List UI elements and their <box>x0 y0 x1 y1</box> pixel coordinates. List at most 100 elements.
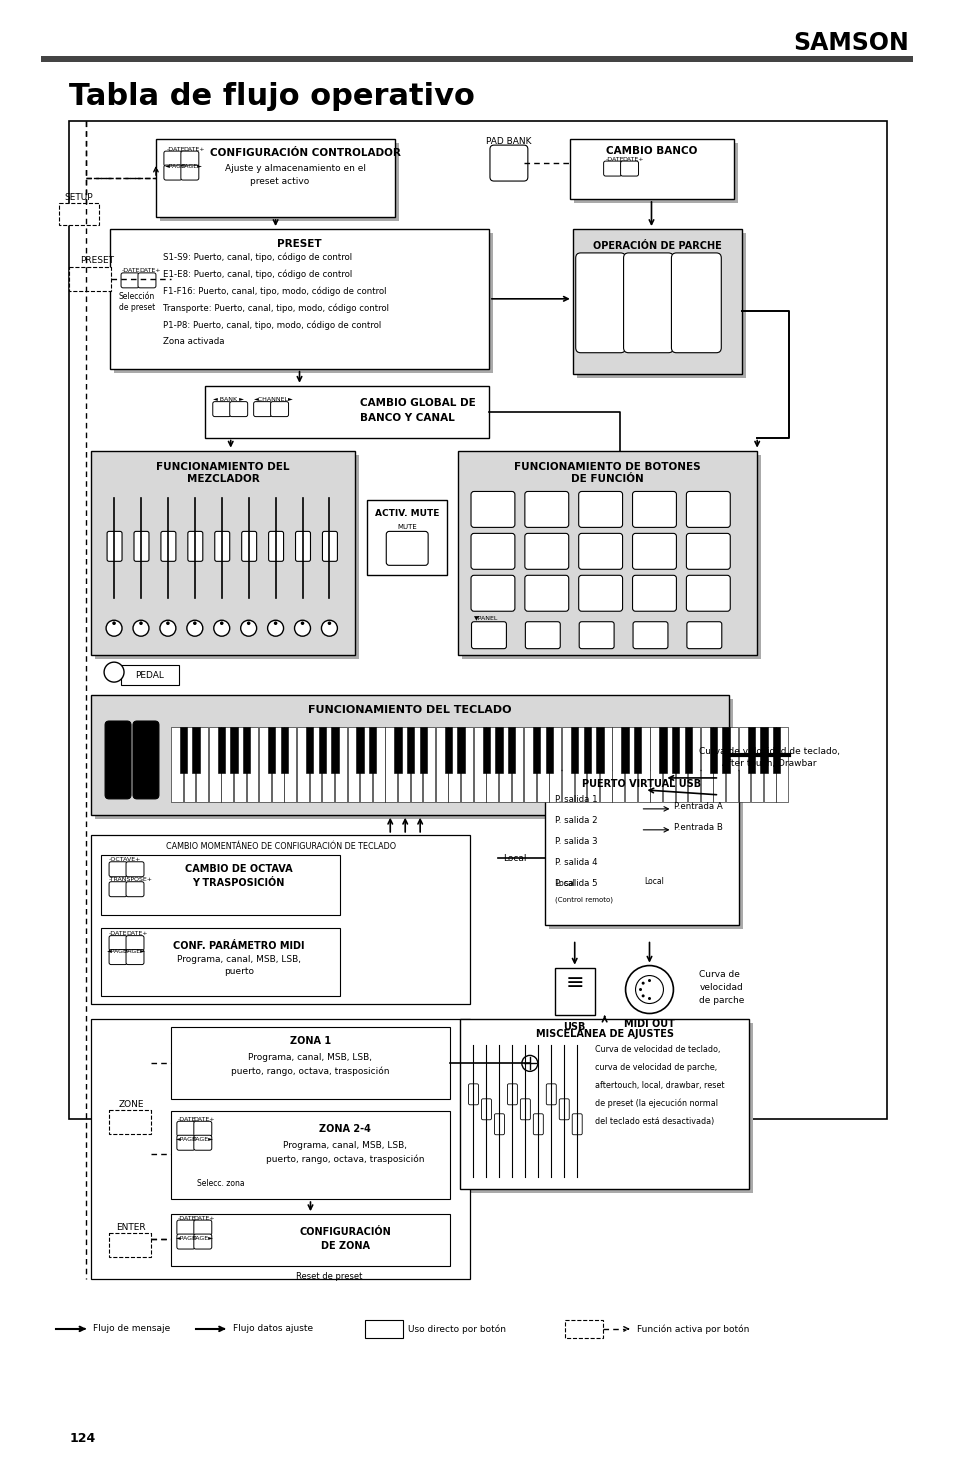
Bar <box>436 727 447 802</box>
FancyBboxPatch shape <box>164 165 182 180</box>
Text: ≡: ≡ <box>565 972 583 993</box>
Circle shape <box>641 982 644 985</box>
Text: Ajuste y almacenamiento en el: Ajuste y almacenamiento en el <box>225 164 366 173</box>
Bar <box>612 727 623 802</box>
Text: -DATE: -DATE <box>177 1117 196 1122</box>
Text: DATE+: DATE+ <box>622 156 643 162</box>
FancyBboxPatch shape <box>70 267 111 291</box>
Bar <box>687 727 700 802</box>
Text: DATE+: DATE+ <box>126 931 148 937</box>
Bar <box>444 727 452 773</box>
Text: Zona activada: Zona activada <box>163 338 224 347</box>
FancyBboxPatch shape <box>95 454 359 659</box>
FancyBboxPatch shape <box>205 385 489 438</box>
FancyBboxPatch shape <box>109 1111 151 1134</box>
FancyBboxPatch shape <box>620 161 638 176</box>
FancyBboxPatch shape <box>578 491 622 528</box>
FancyBboxPatch shape <box>577 233 745 378</box>
FancyBboxPatch shape <box>633 622 667 649</box>
Text: Local: Local <box>502 854 526 863</box>
Text: -DATE: -DATE <box>167 146 185 152</box>
FancyBboxPatch shape <box>461 454 760 659</box>
Circle shape <box>521 1056 537 1071</box>
Bar <box>620 727 628 773</box>
Circle shape <box>635 975 662 1003</box>
FancyBboxPatch shape <box>193 1121 212 1136</box>
Text: 124: 124 <box>70 1432 95 1446</box>
FancyBboxPatch shape <box>160 143 398 221</box>
Bar <box>41 56 912 62</box>
Bar <box>209 727 220 802</box>
Bar <box>561 727 573 802</box>
Circle shape <box>220 621 223 625</box>
FancyBboxPatch shape <box>126 861 144 876</box>
FancyBboxPatch shape <box>632 534 676 569</box>
Bar <box>495 727 502 773</box>
FancyBboxPatch shape <box>365 1320 403 1338</box>
Circle shape <box>294 620 310 636</box>
FancyBboxPatch shape <box>138 273 155 288</box>
Text: Programa, canal, MSB, LSB,: Programa, canal, MSB, LSB, <box>283 1140 407 1149</box>
Bar <box>474 727 485 802</box>
Text: Programa, canal, MSB, LSB,: Programa, canal, MSB, LSB, <box>176 956 300 965</box>
FancyBboxPatch shape <box>481 1099 491 1120</box>
Text: E1-E8: Puerto, canal, tipo, código de control: E1-E8: Puerto, canal, tipo, código de co… <box>163 268 352 279</box>
FancyBboxPatch shape <box>490 145 527 181</box>
FancyBboxPatch shape <box>171 1214 450 1266</box>
FancyBboxPatch shape <box>555 968 594 1015</box>
Text: de parche: de parche <box>699 996 744 1004</box>
FancyBboxPatch shape <box>603 161 621 176</box>
Bar <box>284 727 296 802</box>
Bar <box>772 727 780 773</box>
Circle shape <box>625 966 673 1013</box>
FancyBboxPatch shape <box>155 139 395 217</box>
Text: ◄PAGE: ◄PAGE <box>175 1236 196 1240</box>
Bar <box>448 727 459 802</box>
Text: P. salida 1: P. salida 1 <box>555 795 597 804</box>
FancyBboxPatch shape <box>471 622 506 649</box>
FancyBboxPatch shape <box>176 1235 194 1249</box>
FancyBboxPatch shape <box>121 273 139 288</box>
Circle shape <box>193 621 196 625</box>
FancyBboxPatch shape <box>95 699 733 819</box>
Bar <box>675 727 687 802</box>
FancyBboxPatch shape <box>524 534 568 569</box>
Text: Programa, canal, MSB, LSB,: Programa, canal, MSB, LSB, <box>248 1053 372 1062</box>
FancyBboxPatch shape <box>569 139 734 199</box>
Text: Flujo datos ajuste: Flujo datos ajuste <box>233 1325 313 1333</box>
Text: ◄PAGE: ◄PAGE <box>107 948 128 954</box>
FancyBboxPatch shape <box>114 233 493 373</box>
Text: Selección: Selección <box>119 292 155 301</box>
Bar <box>599 727 611 802</box>
Bar <box>725 727 737 802</box>
FancyBboxPatch shape <box>632 491 676 528</box>
Circle shape <box>104 662 124 681</box>
FancyBboxPatch shape <box>132 721 159 799</box>
Text: Selecc. zona: Selecc. zona <box>196 1179 244 1187</box>
Circle shape <box>274 621 277 625</box>
FancyBboxPatch shape <box>176 1121 194 1136</box>
FancyBboxPatch shape <box>494 1114 504 1134</box>
Bar <box>322 727 334 802</box>
Text: PAGE►: PAGE► <box>124 948 145 954</box>
Text: Curva de velocidad de teclado,: Curva de velocidad de teclado, <box>594 1044 720 1055</box>
Text: puerto: puerto <box>223 968 253 976</box>
FancyBboxPatch shape <box>109 935 127 950</box>
Bar <box>624 727 637 802</box>
Text: DE ZONA: DE ZONA <box>320 1240 370 1251</box>
Text: de preset: de preset <box>119 304 155 313</box>
Text: FUNCIONAMIENTO DE BOTONES: FUNCIONAMIENTO DE BOTONES <box>514 462 700 472</box>
FancyBboxPatch shape <box>471 491 515 528</box>
Text: SETUP: SETUP <box>65 193 93 202</box>
Text: ACTIV. MUTE: ACTIV. MUTE <box>375 509 439 518</box>
Text: -DATE: -DATE <box>177 1215 196 1221</box>
Bar <box>549 727 560 802</box>
Text: ZONE: ZONE <box>118 1100 144 1109</box>
Circle shape <box>639 988 641 991</box>
FancyBboxPatch shape <box>507 1084 517 1105</box>
Text: OPERACIÓN DE PARCHE: OPERACIÓN DE PARCHE <box>593 240 721 251</box>
Text: FUNCIONAMIENTO DEL: FUNCIONAMIENTO DEL <box>156 462 290 472</box>
Text: CAMBIO MOMENTÁNEO DE CONFIGURACIÓN DE TECLADO: CAMBIO MOMENTÁNEO DE CONFIGURACIÓN DE TE… <box>165 842 395 851</box>
Text: USB: USB <box>563 1022 585 1032</box>
FancyBboxPatch shape <box>105 721 131 799</box>
